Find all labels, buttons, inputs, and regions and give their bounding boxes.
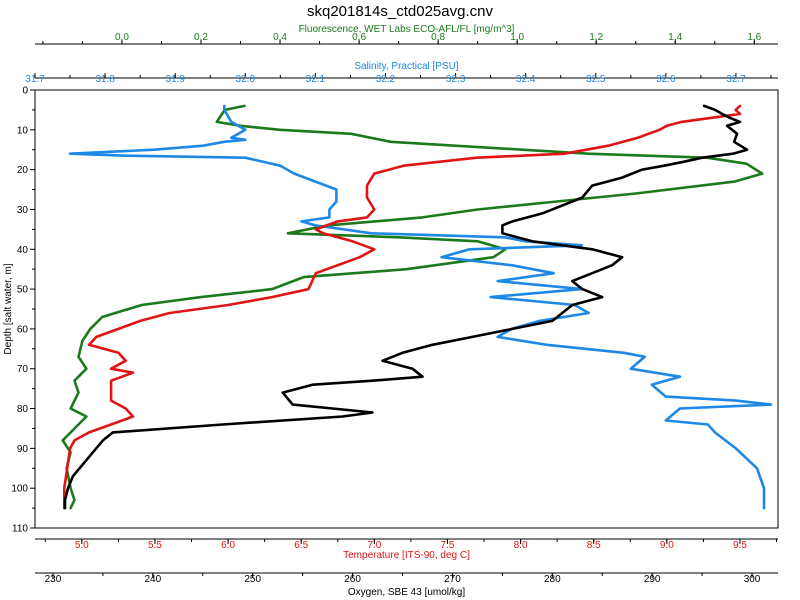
- fluorescence-tick-label: 1.4: [668, 32, 682, 43]
- salinity-tick-label: 32.5: [586, 74, 606, 85]
- salinity-tick-label: 32.2: [376, 74, 396, 85]
- y-tick-label: 60: [17, 324, 29, 335]
- temperature-tick-label: 9.5: [733, 540, 747, 551]
- temperature-tick-label: 8.5: [587, 540, 601, 551]
- y-tick-label: 50: [17, 285, 29, 296]
- salinity-tick-label: 32.0: [236, 74, 256, 85]
- fluorescence-tick-label: 0.4: [273, 32, 287, 43]
- fluorescence-tick-label: 0.6: [352, 32, 366, 43]
- fluorescence-tick-label: 0.2: [194, 32, 208, 43]
- salinity-tick-label: 32.7: [726, 74, 746, 85]
- salinity-tick-label: 32.4: [516, 74, 536, 85]
- temperature-tick-label: 7.5: [440, 540, 454, 551]
- fluorescence-tick-label: 1.6: [747, 32, 761, 43]
- y-tick-label: 0: [22, 86, 28, 97]
- temperature-tick-label: 9.0: [660, 540, 674, 551]
- salinity-tick-label: 31.7: [25, 74, 45, 85]
- y-tick-label: 20: [17, 165, 29, 176]
- temperature-tick-label: 6.0: [221, 540, 235, 551]
- fluorescence-tick-label: 1.0: [510, 32, 524, 43]
- salinity-tick-label: 32.1: [306, 74, 326, 85]
- oxygen-tick-label: 250: [244, 574, 261, 585]
- temperature-axis-title: Temperature [ITS-90, deg C]: [343, 550, 470, 561]
- y-tick-label: 100: [11, 484, 28, 495]
- salinity-series-line: [68, 104, 773, 510]
- oxygen-tick-label: 230: [45, 574, 62, 585]
- y-tick-label: 70: [17, 364, 29, 375]
- oxygen-series-line: [63, 104, 749, 510]
- temperature-tick-label: 5.0: [75, 540, 89, 551]
- chart-title: skq201814s_ctd025avg.cnv: [307, 3, 493, 20]
- oxygen-tick-label: 260: [344, 574, 361, 585]
- y-axis-title: Depth [salt water, m]: [3, 263, 14, 354]
- oxygen-axis-title: Oxygen, SBE 43 [umol/kg]: [348, 587, 466, 598]
- fluorescence-axis-title: Fluorescence, WET Labs ECO-AFL/FL [mg/m^…: [299, 24, 515, 35]
- fluorescence-series-line: [61, 104, 764, 510]
- temperature-series-line: [63, 104, 742, 510]
- temperature-tick-label: 6.5: [294, 540, 308, 551]
- y-tick-label: 30: [17, 205, 29, 216]
- salinity-tick-label: 31.9: [165, 74, 185, 85]
- y-tick-label: 90: [17, 444, 29, 455]
- oxygen-tick-label: 280: [544, 574, 561, 585]
- salinity-tick-label: 32.6: [656, 74, 676, 85]
- y-tick-label: 80: [17, 404, 29, 415]
- temperature-tick-label: 5.5: [148, 540, 162, 551]
- temperature-tick-label: 7.0: [367, 540, 381, 551]
- oxygen-tick-label: 240: [144, 574, 161, 585]
- temperature-tick-label: 8.0: [514, 540, 528, 551]
- y-tick-label: 10: [17, 125, 29, 136]
- oxygen-tick-label: 270: [444, 574, 461, 585]
- salinity-tick-label: 32.3: [446, 74, 466, 85]
- salinity-axis-title: Salinity, Practical [PSU]: [354, 61, 459, 72]
- fluorescence-tick-label: 0.0: [115, 32, 129, 43]
- fluorescence-tick-label: 0.8: [431, 32, 445, 43]
- oxygen-tick-label: 290: [644, 574, 661, 585]
- y-tick-label: 110: [12, 524, 28, 535]
- fluorescence-tick-label: 1.2: [589, 32, 603, 43]
- salinity-tick-label: 31.8: [95, 74, 115, 85]
- oxygen-tick-label: 300: [744, 574, 761, 585]
- y-tick-label: 40: [17, 245, 29, 256]
